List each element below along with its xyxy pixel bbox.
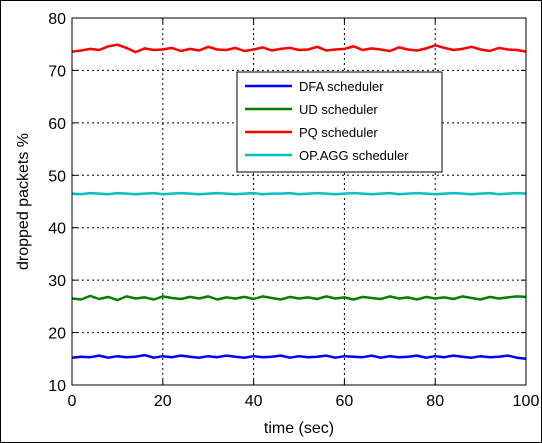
plot-area-border xyxy=(71,17,527,386)
legend: DFA scheduler UD scheduler PQ scheduler OP.… xyxy=(236,71,443,173)
y-tick-label: 40 xyxy=(48,221,66,238)
x-tick-label: 60 xyxy=(336,393,354,410)
legend-label: PQ scheduler xyxy=(299,125,378,140)
y-tick-label: 80 xyxy=(48,11,66,28)
y-tick-label: 10 xyxy=(48,378,66,395)
x-tick-label: 20 xyxy=(154,393,172,410)
series-line-3 xyxy=(71,191,527,196)
legend-label: UD scheduler xyxy=(299,102,378,117)
axis-ticks xyxy=(71,17,527,386)
legend-label: OP.AGG scheduler xyxy=(299,148,409,163)
x-tick-label: 80 xyxy=(426,393,444,410)
y-tick-label: 20 xyxy=(48,326,66,343)
y-axis-label: dropped packets % xyxy=(15,133,32,270)
series-line-2 xyxy=(71,43,527,54)
y-tick-label: 50 xyxy=(48,168,66,185)
y-tick-label: 30 xyxy=(48,273,66,290)
x-tick-label: 40 xyxy=(245,393,263,410)
x-tick-label: 100 xyxy=(513,393,540,410)
series-line-0 xyxy=(71,353,527,361)
x-axis-label: time (sec) xyxy=(264,420,334,437)
y-tick-label: 60 xyxy=(48,116,66,133)
x-tick-label: 0 xyxy=(68,393,77,410)
axis-tick-labels: 0 20 40 60 80 100 10 20 30 40 50 60 70 80 xyxy=(48,11,539,410)
y-tick-label: 70 xyxy=(48,63,66,80)
legend-label: DFA scheduler xyxy=(299,79,384,94)
series-lines xyxy=(71,43,527,361)
series-line-1 xyxy=(71,294,527,302)
